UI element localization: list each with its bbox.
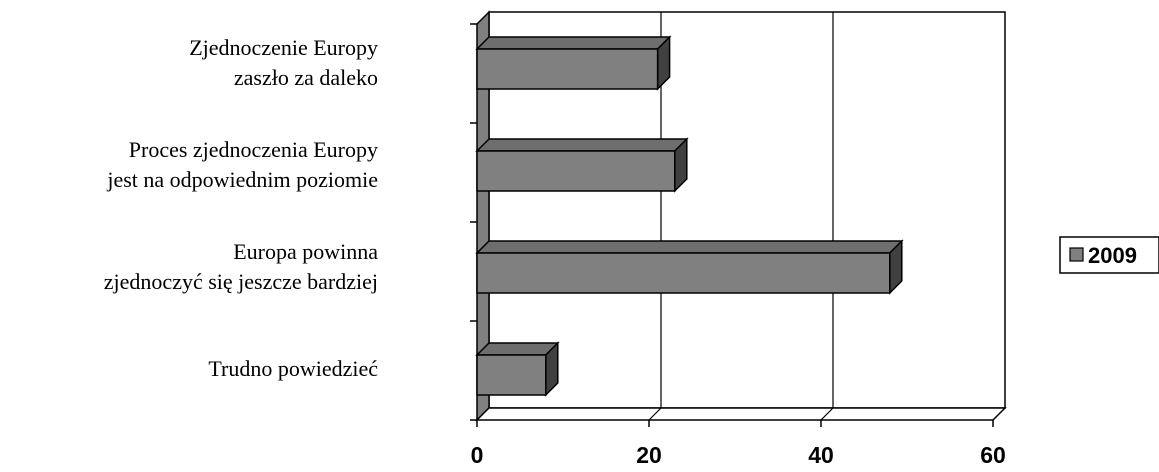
category-label: Zjednoczenie Europy zaszło za daleko	[189, 35, 378, 90]
bar	[475, 137, 689, 193]
bar-front	[476, 48, 659, 90]
bar-top	[475, 36, 672, 50]
legend-label-2009: 2009	[1088, 243, 1137, 268]
gridline-floor	[648, 407, 662, 421]
x-tick-label: 40	[808, 442, 834, 468]
category-label: Proces zjednoczenia Europy jest na odpowi…	[106, 137, 378, 192]
category-labels: Zjednoczenie Europy zaszło za daleko Proce…	[104, 35, 378, 381]
bar-top	[475, 240, 904, 254]
bar-front	[476, 150, 676, 192]
legend-swatch	[1069, 247, 1084, 262]
legend: 2009	[1059, 236, 1159, 274]
category-label: Europa powinna zjednoczyć się jeszcze bar…	[104, 239, 378, 294]
bar	[475, 341, 560, 397]
x-tick-label: 0	[471, 442, 484, 468]
bar-front	[476, 252, 891, 294]
bar	[475, 239, 904, 295]
bar-top	[475, 342, 560, 356]
bar	[475, 35, 672, 91]
bar-top	[475, 138, 689, 152]
floor	[475, 407, 1007, 421]
x-tick-label: 60	[980, 442, 1006, 468]
x-tick-label: 20	[636, 442, 662, 468]
gridline-floor	[820, 407, 834, 421]
x-axis-tick-labels: 0 20 40 60	[471, 442, 1006, 468]
bars	[475, 35, 904, 397]
bar-front	[476, 354, 547, 396]
category-label: Trudno powiedzieć	[208, 356, 378, 381]
